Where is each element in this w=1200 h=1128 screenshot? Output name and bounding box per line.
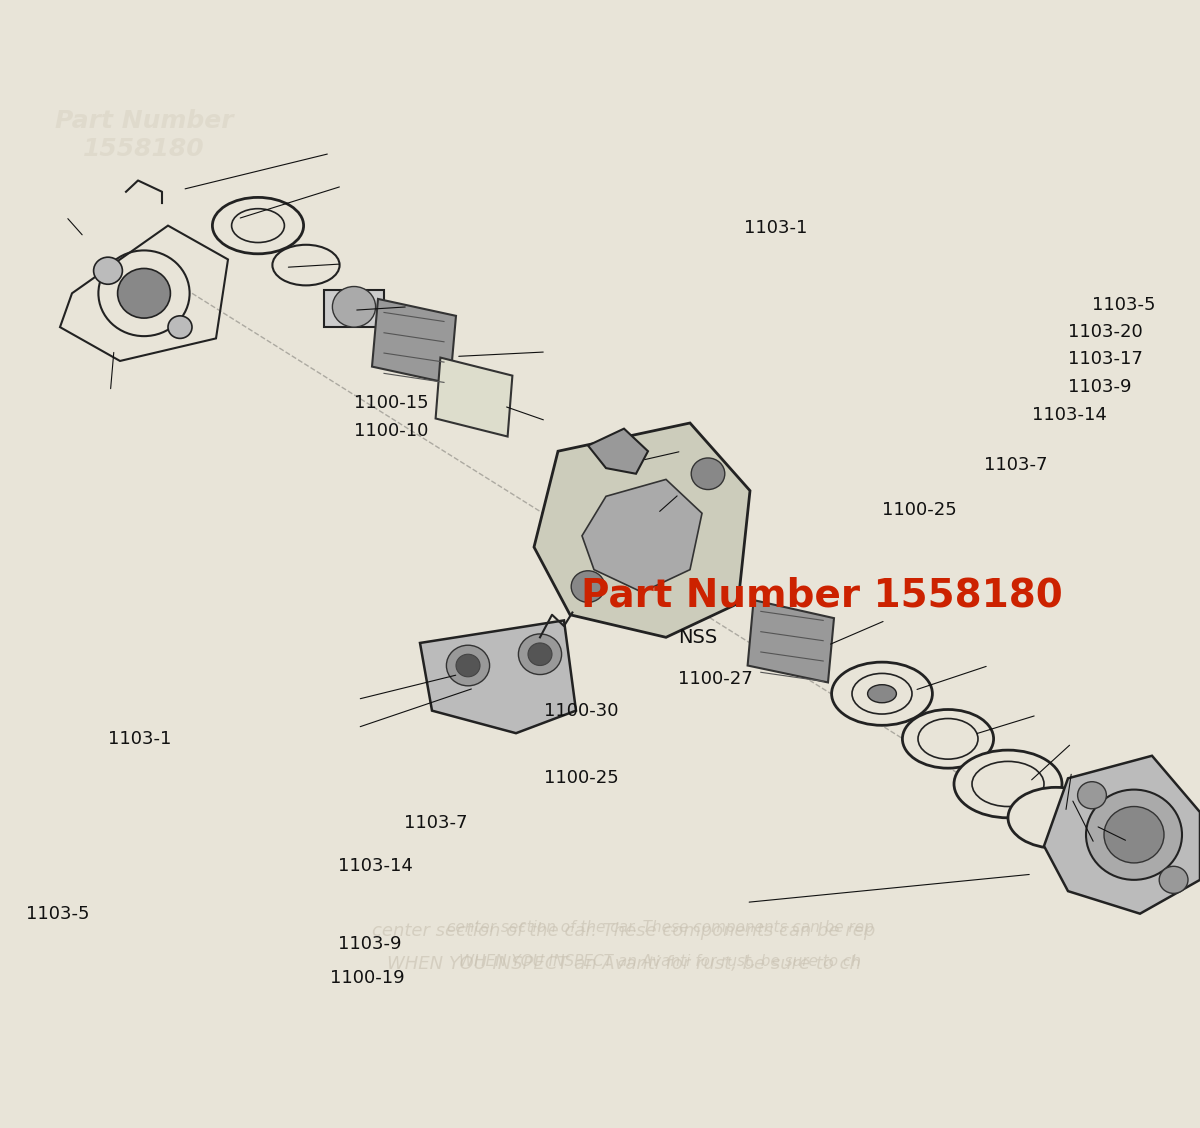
Text: 1103-14: 1103-14 xyxy=(338,857,413,875)
Ellipse shape xyxy=(272,245,340,285)
Polygon shape xyxy=(748,600,834,682)
Text: 1103-9: 1103-9 xyxy=(1068,378,1132,396)
Polygon shape xyxy=(420,620,576,733)
Text: 1103-7: 1103-7 xyxy=(404,814,468,832)
Text: 1100-25: 1100-25 xyxy=(882,501,956,519)
Polygon shape xyxy=(436,358,512,437)
Ellipse shape xyxy=(1008,787,1104,848)
Text: 1100-10: 1100-10 xyxy=(354,422,428,440)
Polygon shape xyxy=(1044,756,1200,914)
Text: 1103-1: 1103-1 xyxy=(108,730,172,748)
Ellipse shape xyxy=(1073,832,1116,860)
Circle shape xyxy=(691,458,725,490)
Circle shape xyxy=(446,645,490,686)
Circle shape xyxy=(1078,782,1106,809)
Text: 1100-19: 1100-19 xyxy=(330,969,404,987)
Text: 1100-27: 1100-27 xyxy=(678,670,752,688)
Text: 1103-1: 1103-1 xyxy=(744,219,808,237)
Text: Part Number 1558180: Part Number 1558180 xyxy=(581,576,1063,615)
Circle shape xyxy=(168,316,192,338)
Text: WHEN YOU INSPECT an Avanti for rust, be sure to ch: WHEN YOU INSPECT an Avanti for rust, be … xyxy=(388,955,860,973)
Ellipse shape xyxy=(972,761,1044,807)
Text: 1103-7: 1103-7 xyxy=(984,456,1048,474)
Text: 1100-30: 1100-30 xyxy=(544,702,618,720)
Text: center section of the car. These components can be rep: center section of the car. These compone… xyxy=(446,919,874,935)
Circle shape xyxy=(332,287,376,327)
Text: WHEN YOU INSPECT an Avanti for rust, be sure to ch: WHEN YOU INSPECT an Avanti for rust, be … xyxy=(458,953,862,969)
Text: Part Number
1558180: Part Number 1558180 xyxy=(55,109,233,161)
Polygon shape xyxy=(582,479,702,592)
Ellipse shape xyxy=(212,197,304,254)
Text: 1103-5: 1103-5 xyxy=(1092,296,1156,314)
Ellipse shape xyxy=(232,209,284,243)
Text: NSS: NSS xyxy=(678,628,718,646)
Polygon shape xyxy=(324,290,384,327)
Text: 1103-5: 1103-5 xyxy=(26,905,90,923)
Ellipse shape xyxy=(902,710,994,768)
Text: 1100-15: 1100-15 xyxy=(354,394,428,412)
Text: 1100-25: 1100-25 xyxy=(544,769,618,787)
Circle shape xyxy=(518,634,562,675)
Ellipse shape xyxy=(918,719,978,759)
Text: 1103-20: 1103-20 xyxy=(1068,323,1142,341)
Ellipse shape xyxy=(868,685,896,703)
Ellipse shape xyxy=(954,750,1062,818)
Text: center section of the car. These components can be rep: center section of the car. These compone… xyxy=(372,922,876,940)
Ellipse shape xyxy=(832,662,932,725)
Polygon shape xyxy=(372,299,456,384)
Circle shape xyxy=(571,571,605,602)
Circle shape xyxy=(1104,807,1164,863)
Text: 1103-17: 1103-17 xyxy=(1068,350,1142,368)
Text: 1103-14: 1103-14 xyxy=(1032,406,1106,424)
Text: 1103-9: 1103-9 xyxy=(338,935,402,953)
Polygon shape xyxy=(588,429,648,474)
Circle shape xyxy=(528,643,552,666)
Polygon shape xyxy=(534,423,750,637)
Circle shape xyxy=(118,268,170,318)
Ellipse shape xyxy=(852,673,912,714)
Circle shape xyxy=(1159,866,1188,893)
Circle shape xyxy=(456,654,480,677)
Circle shape xyxy=(1086,790,1182,880)
Circle shape xyxy=(94,257,122,284)
